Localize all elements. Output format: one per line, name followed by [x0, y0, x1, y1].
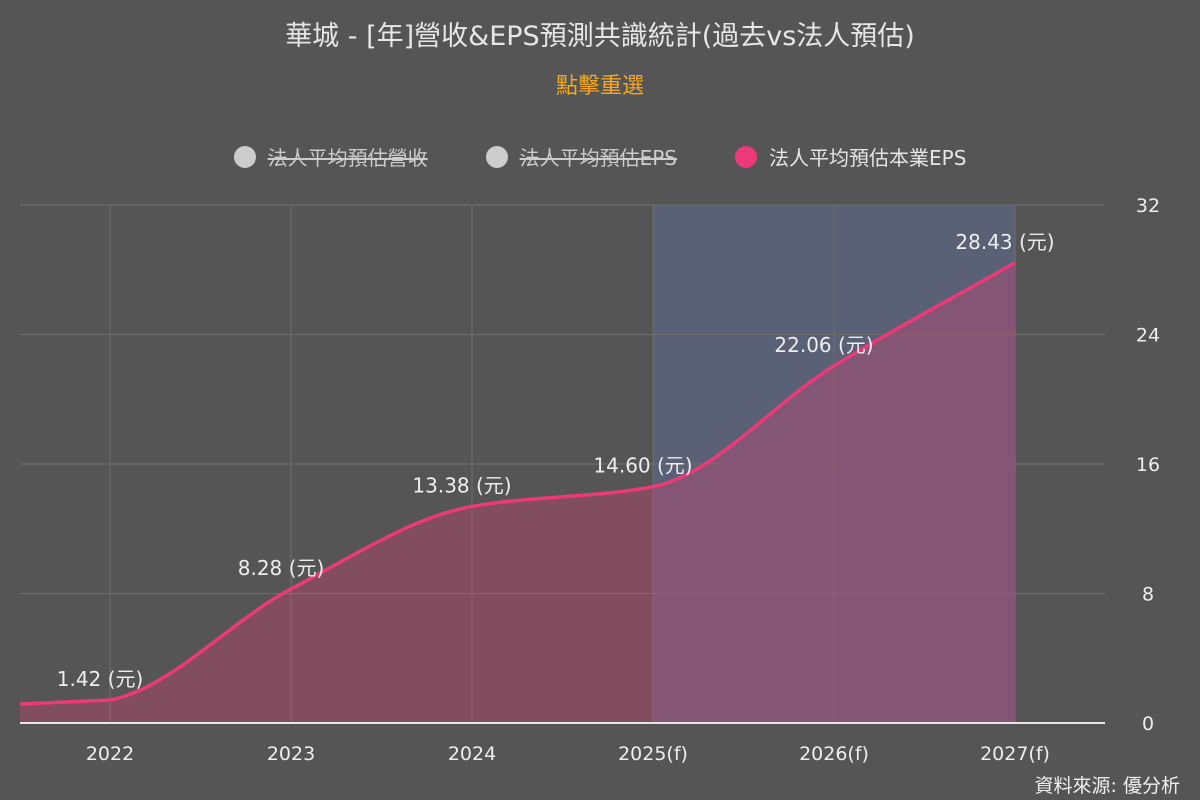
data-label: 14.60 (元): [593, 454, 692, 478]
data-label: 22.06 (元): [774, 333, 873, 357]
legend: 法人平均預估營收 法人平均預估EPS 法人平均預估本業EPS: [0, 142, 1200, 171]
chart-title: 華城 - [年]營收&EPS預測共識統計(過去vs法人預估): [285, 21, 915, 52]
data-label: 8.28 (元): [238, 556, 325, 580]
data-label: 13.38 (元): [412, 473, 511, 497]
legend-item-eps[interactable]: 法人平均預估EPS: [485, 142, 677, 171]
legend-dot-icon: [735, 145, 757, 168]
x-tick-label: 2025(f): [618, 743, 688, 765]
y-tick-label: 24: [1136, 325, 1160, 347]
y-tick-label: 8: [1142, 584, 1154, 606]
legend-item-core-eps[interactable]: 法人平均預估本業EPS: [735, 142, 966, 171]
legend-label: 法人平均預估營收: [267, 146, 428, 170]
area-fill: [20, 262, 1015, 723]
legend-label: 法人平均預估本業EPS: [769, 146, 967, 170]
legend-label: 法人平均預估EPS: [519, 146, 677, 170]
x-tick-label: 2022: [86, 743, 134, 765]
x-tick-label: 2026(f): [799, 743, 869, 765]
reset-selection-link[interactable]: 點擊重選: [555, 74, 644, 99]
data-label: 1.42 (元): [57, 667, 144, 691]
data-label: 28.43 (元): [955, 230, 1054, 254]
y-tick-label: 16: [1136, 454, 1160, 476]
x-tick-label: 2027(f): [980, 743, 1050, 765]
x-tick-label: 2024: [448, 743, 496, 765]
y-tick-label: 32: [1136, 195, 1160, 217]
data-source: 資料來源: 優分析: [1034, 775, 1180, 797]
legend-item-revenue[interactable]: 法人平均預估營收: [233, 142, 428, 171]
y-tick-label: 0: [1142, 713, 1154, 735]
legend-dot-icon: [233, 145, 256, 168]
legend-dot-icon: [485, 145, 508, 168]
x-tick-label: 2023: [267, 743, 315, 765]
series-line: [19, 261, 1016, 706]
